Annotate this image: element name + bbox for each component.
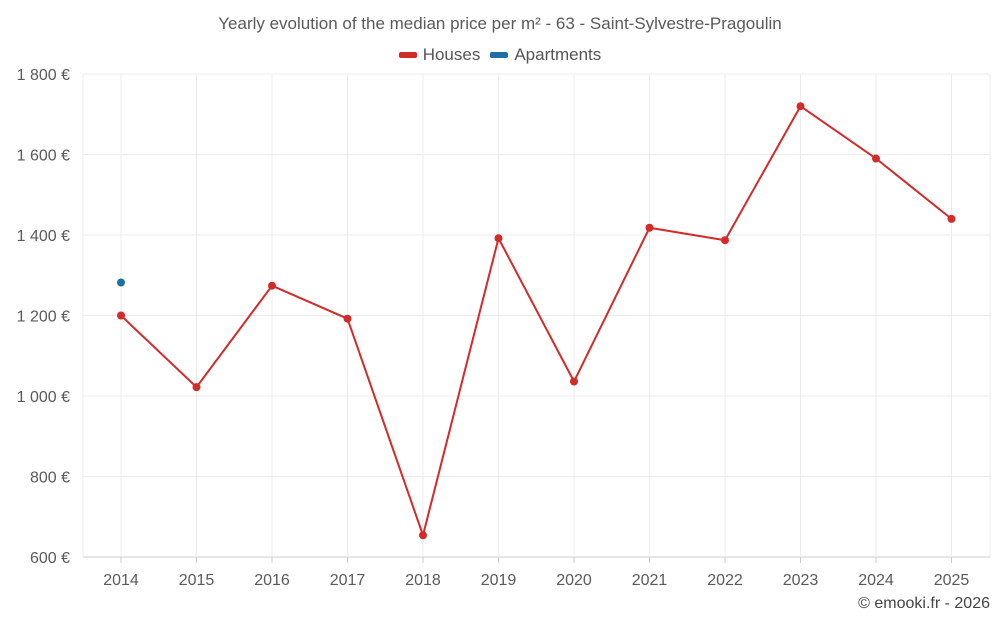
legend-swatch-apartments [490, 52, 509, 58]
data-point-houses [872, 154, 880, 163]
x-tick-label: 2014 [103, 572, 139, 589]
legend-swatch-houses [398, 52, 417, 58]
data-point-houses [494, 234, 503, 243]
data-point-houses [645, 223, 654, 232]
data-point-houses [419, 531, 427, 540]
legend: Houses Apartments [0, 45, 1000, 65]
data-point-houses [570, 377, 578, 386]
y-tick-label: 800 € [30, 470, 70, 487]
data-point-houses [268, 281, 276, 290]
y-tick-label: 1 400 € [17, 228, 70, 245]
x-tick-label: 2016 [254, 572, 290, 589]
data-point-houses [721, 236, 729, 245]
y-tick-label: 1 200 € [17, 309, 70, 326]
data-point-houses [117, 311, 125, 320]
x-tick-label: 2017 [330, 572, 366, 589]
x-tick-label: 2015 [179, 572, 215, 589]
y-tick-label: 600 € [30, 550, 70, 567]
legend-item-houses[interactable]: Houses [398, 45, 481, 65]
series-line-houses [120, 105, 953, 537]
data-point-apartments [117, 278, 125, 287]
legend-label-apartments: Apartments [514, 45, 602, 64]
y-tick-label: 1 800 € [17, 67, 70, 84]
x-tick-label: 2022 [707, 572, 743, 589]
x-tick-label: 2023 [783, 572, 819, 589]
data-point-houses [343, 314, 352, 323]
data-point-houses [947, 214, 956, 223]
chart-title: Yearly evolution of the median price per… [218, 14, 782, 33]
x-tick-label: 2018 [405, 572, 441, 589]
legend-label-houses: Houses [422, 45, 481, 64]
x-tick-label: 2021 [632, 572, 668, 589]
y-tick-label: 1 600 € [17, 148, 70, 165]
credit-text: © emooki.fr - 2026 [858, 595, 990, 612]
x-tick-label: 2025 [934, 572, 970, 589]
x-tick-label: 2024 [858, 572, 894, 589]
data-point-houses [796, 102, 805, 111]
legend-item-apartments[interactable]: Apartments [490, 45, 601, 65]
x-tick-label: 2020 [556, 572, 592, 589]
x-tick-label: 2019 [481, 572, 517, 589]
data-point-houses [192, 383, 201, 392]
y-tick-label: 1 000 € [17, 389, 70, 406]
